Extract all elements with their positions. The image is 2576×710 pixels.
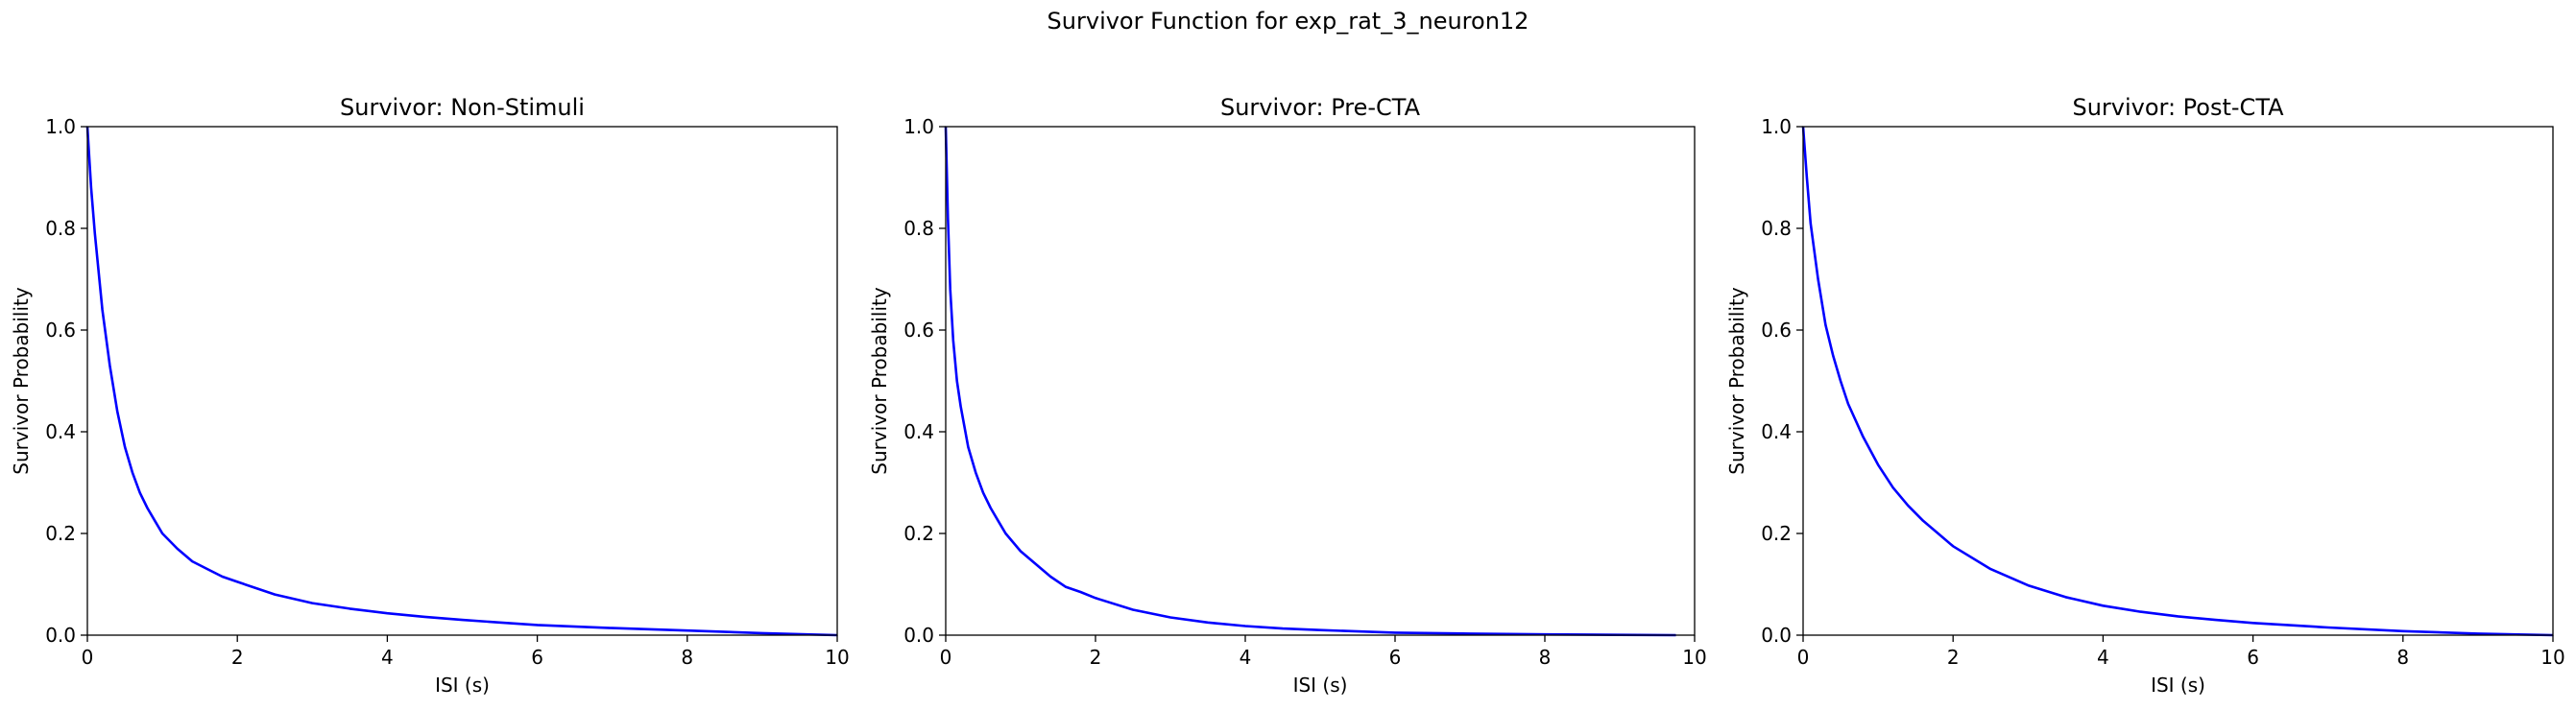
axes-frame [1802,126,2554,636]
x-axis-label: ISI (s) [1293,674,1348,697]
x-tick-label: 0 [1797,646,1810,669]
x-tick-label: 0 [82,646,94,669]
y-tick-label: 0.6 [45,319,76,342]
survivor-curve [85,126,838,637]
y-tick-label: 0.2 [903,522,934,545]
y-tick-label: 0.2 [1761,522,1792,545]
subplot-title: Survivor: Pre-CTA [1220,94,1421,121]
y-tick-label: 0.8 [903,217,934,240]
x-tick-label: 2 [231,646,244,669]
y-tick-label: 1.0 [1761,115,1792,138]
y-axis-label: Survivor Probability [1725,287,1748,475]
y-tick-label: 1.0 [903,115,934,138]
x-tick-label: 6 [1389,646,1402,669]
y-tick-label: 0.4 [1761,420,1792,443]
subplot-title: Survivor: Non-Stimuli [340,94,585,121]
x-tick-label: 8 [1539,646,1552,669]
x-tick-label: 4 [381,646,394,669]
x-tick-label: 10 [825,646,849,669]
x-tick-label: 10 [2540,646,2564,669]
x-tick-label: 2 [1090,646,1102,669]
y-tick-label: 0.0 [1761,624,1792,647]
subplot-1: 0 2 4 6 8 10 0.0 0.2 0.4 0.6 0.8 1.0 Survivor: Non-S… [10,94,850,697]
x-tick-label: 8 [681,646,693,669]
y-tick-label: 0.2 [45,522,76,545]
y-tick-label: 1.0 [45,115,76,138]
x-axis-label: ISI (s) [435,674,490,697]
y-tick-label: 0.6 [903,319,934,342]
y-tick-label: 0.4 [45,420,76,443]
x-axis-label: ISI (s) [2151,674,2205,697]
y-axis-label: Survivor Probability [868,287,891,475]
y-tick-label: 0.0 [45,624,76,647]
axes-frame [945,126,1696,636]
x-tick-label: 10 [1682,646,1706,669]
y-tick-label: 0.0 [903,624,934,647]
y-tick-label: 0.8 [45,217,76,240]
y-axis-label: Survivor Probability [10,287,33,475]
x-tick-label: 6 [531,646,543,669]
subplot-2: 0 2 4 6 8 10 0.0 0.2 0.4 0.6 0.8 1.0 Survivor: Pre-C… [868,94,1707,697]
figure-suptitle: Survivor Function for exp_rat_3_neuron12 [1047,8,1529,35]
x-tick-label: 0 [940,646,952,669]
x-tick-label: 8 [2396,646,2409,669]
survivor-curve [1801,126,2554,637]
y-tick-label: 0.4 [903,420,934,443]
subplot-title: Survivor: Post-CTA [2072,94,2284,121]
x-tick-label: 2 [1947,646,1960,669]
survivor-curve [944,126,1676,637]
axes-frame [86,126,838,636]
y-tick-label: 0.6 [1761,319,1792,342]
x-tick-label: 4 [2097,646,2109,669]
subplot-3: 0 2 4 6 8 10 0.0 0.2 0.4 0.6 0.8 1.0 Survivor: Post-… [1725,94,2565,697]
y-tick-label: 0.8 [1761,217,1792,240]
x-tick-label: 4 [1240,646,1252,669]
x-tick-label: 6 [2247,646,2259,669]
